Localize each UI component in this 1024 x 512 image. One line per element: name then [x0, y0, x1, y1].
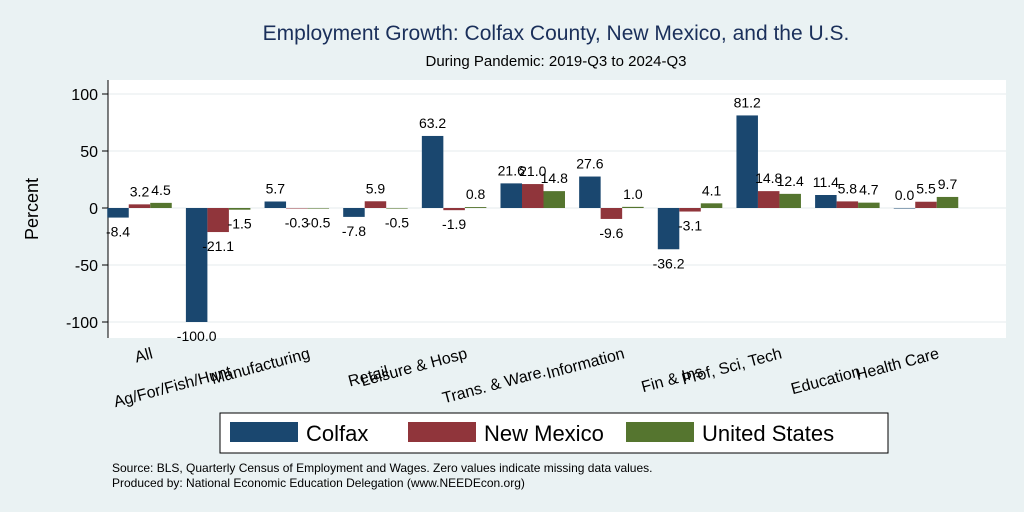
- y-tick-label: 50: [80, 144, 98, 161]
- legend-swatch: [230, 422, 298, 442]
- bar: [421, 135, 444, 208]
- bar: [150, 202, 172, 208]
- data-label: -100.0: [177, 328, 217, 344]
- data-label: 12.4: [777, 173, 804, 189]
- data-label: 5.7: [266, 181, 286, 197]
- x-tick-label: Manufacturing: [209, 345, 311, 388]
- data-label: -0.5: [306, 215, 330, 231]
- data-label: 21.6: [498, 162, 525, 178]
- bar: [679, 208, 701, 212]
- data-label: 11.4: [813, 174, 839, 190]
- data-label: 4.5: [151, 182, 171, 198]
- data-label: 27.6: [576, 156, 603, 172]
- x-tick-label: Information: [545, 345, 627, 382]
- bar: [185, 208, 208, 322]
- bar: [915, 201, 937, 208]
- bar: [228, 208, 251, 210]
- bar: [858, 202, 880, 208]
- bar: [107, 208, 129, 218]
- legend-box: [219, 412, 889, 454]
- legend-label: Colfax: [306, 421, 368, 446]
- chart-title: Employment Growth: Colfax County, New Me…: [263, 22, 850, 45]
- data-label: -7.8: [342, 223, 366, 239]
- bar: [522, 184, 544, 208]
- data-label: -36.2: [653, 255, 685, 271]
- data-label: 5.9: [366, 180, 386, 196]
- bar: [600, 208, 623, 219]
- bars: [107, 115, 959, 322]
- bar: [543, 191, 565, 208]
- data-label: 21.0: [519, 163, 546, 179]
- bar: [207, 208, 229, 233]
- bar: [264, 201, 287, 208]
- bar: [779, 193, 801, 208]
- x-tick-label: Prof, Sci, Tech: [680, 345, 784, 388]
- bar: [343, 208, 365, 217]
- bar: [736, 115, 758, 208]
- data-label: 5.8: [838, 180, 858, 196]
- y-tick-label: -100: [66, 315, 98, 332]
- y-tick-label: -50: [75, 258, 98, 275]
- data-label: -9.6: [599, 225, 623, 241]
- x-tick-label: Health Care: [854, 345, 941, 384]
- bar: [464, 207, 487, 208]
- bar: [893, 208, 916, 209]
- data-label: -8.4: [106, 224, 130, 240]
- legend-swatch: [626, 422, 694, 442]
- legend-swatch: [408, 422, 476, 442]
- data-label: 1.0: [623, 186, 643, 202]
- bar: [657, 208, 680, 250]
- produced-note: Produced by: National Economic Education…: [112, 476, 525, 490]
- data-label: -0.5: [385, 215, 409, 231]
- bar: [443, 208, 465, 211]
- data-label: -1.5: [228, 216, 252, 232]
- bar: [307, 208, 330, 209]
- bar: [286, 208, 308, 209]
- data-label: 0.8: [466, 186, 486, 202]
- bar: [386, 208, 408, 209]
- y-tick-label: 0: [89, 201, 98, 218]
- data-label: 3.2: [130, 183, 150, 199]
- bar: [700, 203, 723, 208]
- y-axis-label: Percent: [22, 178, 42, 240]
- bar: [757, 191, 780, 208]
- data-label: -3.1: [678, 218, 702, 234]
- data-label: 0.0: [895, 187, 915, 203]
- legend-label: United States: [702, 421, 834, 446]
- data-label: 4.7: [859, 182, 879, 198]
- chart-subtitle: During Pandemic: 2019-Q3 to 2024-Q3: [426, 53, 687, 70]
- y-tick-label: 100: [71, 87, 98, 104]
- bar: [622, 206, 644, 208]
- x-tick-label: Education: [789, 363, 862, 398]
- y-ticks: -100 -50 0 50 100: [66, 87, 108, 332]
- legend-label: New Mexico: [484, 421, 604, 446]
- data-label: 9.7: [938, 176, 958, 192]
- plot-area: [108, 80, 1006, 338]
- bar: [936, 196, 959, 208]
- bar: [836, 201, 859, 208]
- data-label: 4.1: [702, 182, 722, 198]
- source-note: Source: BLS, Quarterly Census of Employm…: [112, 461, 652, 475]
- bar: [815, 195, 837, 208]
- bar: [364, 201, 387, 208]
- data-label: 14.8: [755, 170, 782, 186]
- data-label: 63.2: [419, 115, 446, 131]
- data-label: -21.1: [202, 238, 234, 254]
- data-label: 14.8: [541, 170, 568, 186]
- legend: Colfax New Mexico United States: [219, 412, 889, 454]
- data-label: 5.5: [916, 181, 936, 197]
- data-label: 81.2: [734, 94, 761, 110]
- bar: [500, 183, 522, 208]
- x-tick-label: All: [133, 345, 155, 366]
- x-tick-label: Trans. & Ware.: [441, 363, 548, 407]
- data-label: -0.3: [285, 214, 309, 230]
- bar: [128, 204, 151, 208]
- data-label: -1.9: [442, 216, 466, 232]
- bar: [579, 176, 601, 208]
- data-labels: -8.43.2 4.5-100.0-21.1-1.55.7-0.3-0.5-7.8…: [106, 94, 958, 344]
